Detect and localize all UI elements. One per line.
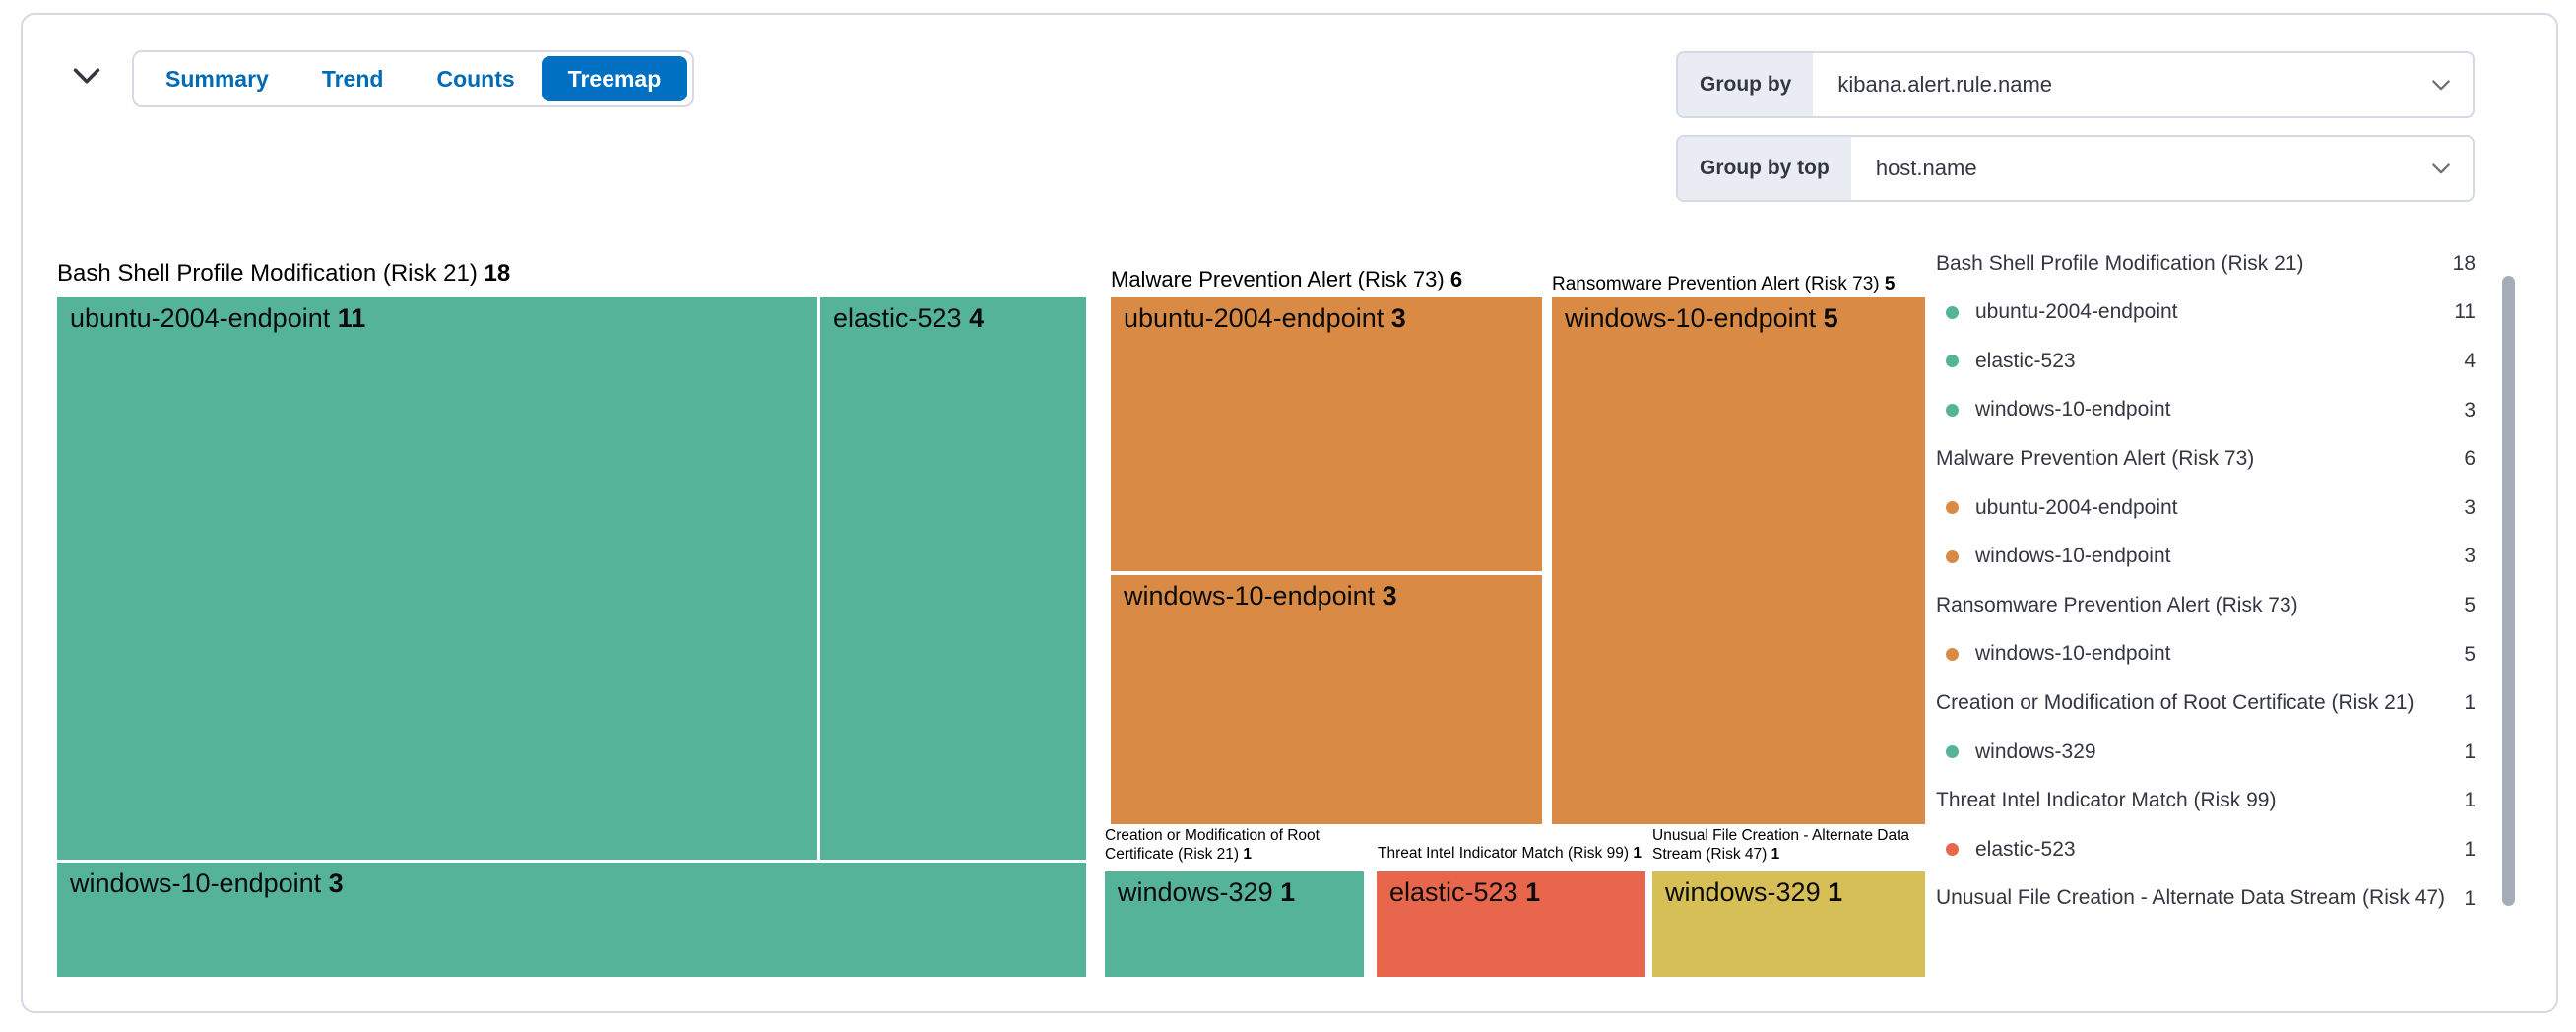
chevron-down-icon	[2427, 137, 2473, 200]
treemap-cell[interactable]: elastic-523 4	[820, 297, 1086, 860]
section-collapse-button[interactable]	[65, 55, 108, 98]
treemap-group-title: Threat Intel Indicator Match (Risk 99) 1	[1378, 845, 1642, 862]
legend-dot-icon	[1946, 843, 1959, 857]
group-by-label: Group by	[1678, 53, 1814, 116]
group-by-select[interactable]: Group by kibana.alert.rule.name	[1676, 51, 2475, 118]
group-by-value: kibana.alert.rule.name	[1837, 72, 2053, 97]
legend-scrollbar-thumb[interactable]	[2502, 276, 2515, 906]
legend-dot-icon	[1946, 648, 1959, 662]
legend-count: 5	[2464, 593, 2476, 616]
treemap-cell[interactable]: elastic-523 1	[1377, 871, 1645, 977]
legend-count: 11	[2454, 300, 2476, 324]
treemap-cell[interactable]: windows-329 1	[1105, 871, 1364, 977]
legend-host-row[interactable]: windows-10-endpoint 3	[1936, 386, 2476, 435]
legend-count: 1	[2464, 886, 2476, 910]
legend-dot-icon	[1946, 404, 1959, 418]
tab-summary[interactable]: Summary	[139, 56, 295, 101]
legend-host-row[interactable]: windows-10-endpoint 5	[1936, 630, 2476, 679]
group-by-top-value: host.name	[1875, 156, 1977, 180]
chevron-down-icon	[68, 57, 105, 97]
legend-host-row[interactable]: windows-329 1	[1936, 728, 2476, 777]
group-by-top-label: Group by top	[1678, 137, 1851, 200]
treemap-group-title: Ransomware Prevention Alert (Risk 73) 5	[1552, 274, 1896, 294]
legend-count: 3	[2464, 545, 2476, 568]
legend-host-row[interactable]: windows-10-endpoint 3	[1936, 533, 2476, 582]
treemap-group-title: Creation or Modification of Root Certifi…	[1105, 827, 1320, 863]
legend-dot-icon	[1946, 549, 1959, 563]
legend-count: 5	[2464, 642, 2476, 666]
legend-count: 4	[2464, 349, 2476, 372]
legend-host-row[interactable]: ubuntu-2004-endpoint 11	[1936, 289, 2476, 338]
legend-dot-icon	[1946, 355, 1959, 368]
legend-host-row[interactable]: ubuntu-2004-endpoint 3	[1936, 484, 2476, 533]
tab-trend[interactable]: Trend	[295, 56, 411, 101]
chevron-down-icon	[2427, 53, 2473, 116]
legend-count: 3	[2464, 495, 2476, 519]
legend-count: 1	[2464, 789, 2476, 812]
tab-treemap[interactable]: Treemap	[541, 56, 688, 101]
legend-count: 1	[2464, 740, 2476, 763]
legend-count: 1	[2464, 837, 2476, 861]
legend-count: 3	[2464, 398, 2476, 421]
legend-count: 1	[2464, 691, 2476, 715]
legend-host-row[interactable]: elastic-523 1	[1936, 825, 2476, 874]
legend-rule-row[interactable]: Unusual File Creation - Alternate Data S…	[1936, 886, 2476, 910]
tab-counts[interactable]: Counts	[410, 56, 541, 101]
treemap-cell[interactable]: ubuntu-2004-endpoint 11	[57, 297, 817, 860]
treemap-group-title: Bash Shell Profile Modification (Risk 21…	[57, 260, 511, 287]
treemap-group-title: Malware Prevention Alert (Risk 73) 6	[1111, 267, 1463, 291]
legend-dot-icon	[1946, 305, 1959, 319]
treemap-cell[interactable]: windows-10-endpoint 3	[57, 863, 1086, 977]
treemap-legend: Bash Shell Profile Modification (Risk 21…	[1936, 239, 2476, 923]
legend-count: 18	[2452, 251, 2476, 275]
treemap-group-title: Unusual File Creation - Alternate Data S…	[1652, 827, 1910, 863]
legend-rule-row[interactable]: Threat Intel Indicator Match (Risk 99) 1	[1936, 789, 2476, 812]
legend-rule-row[interactable]: Creation or Modification of Root Certifi…	[1936, 691, 2476, 715]
treemap-cell[interactable]: windows-10-endpoint 3	[1111, 575, 1542, 824]
legend-rule-row[interactable]: Malware Prevention Alert (Risk 73) 6	[1936, 447, 2476, 471]
treemap-cell[interactable]: ubuntu-2004-endpoint 3	[1111, 297, 1542, 571]
legend-rule-row[interactable]: Bash Shell Profile Modification (Risk 21…	[1936, 251, 2476, 275]
legend-count: 6	[2464, 447, 2476, 471]
legend-dot-icon	[1946, 745, 1959, 759]
legend-rule-row[interactable]: Ransomware Prevention Alert (Risk 73) 5	[1936, 593, 2476, 616]
treemap-cell[interactable]: windows-329 1	[1652, 871, 1925, 977]
group-by-top-select[interactable]: Group by top host.name	[1676, 135, 2475, 202]
treemap-cell[interactable]: windows-10-endpoint 5	[1552, 297, 1925, 824]
legend-dot-icon	[1946, 501, 1959, 515]
legend-host-row[interactable]: elastic-523 4	[1936, 337, 2476, 386]
view-tab-group: Summary Trend Counts Treemap	[132, 50, 695, 107]
